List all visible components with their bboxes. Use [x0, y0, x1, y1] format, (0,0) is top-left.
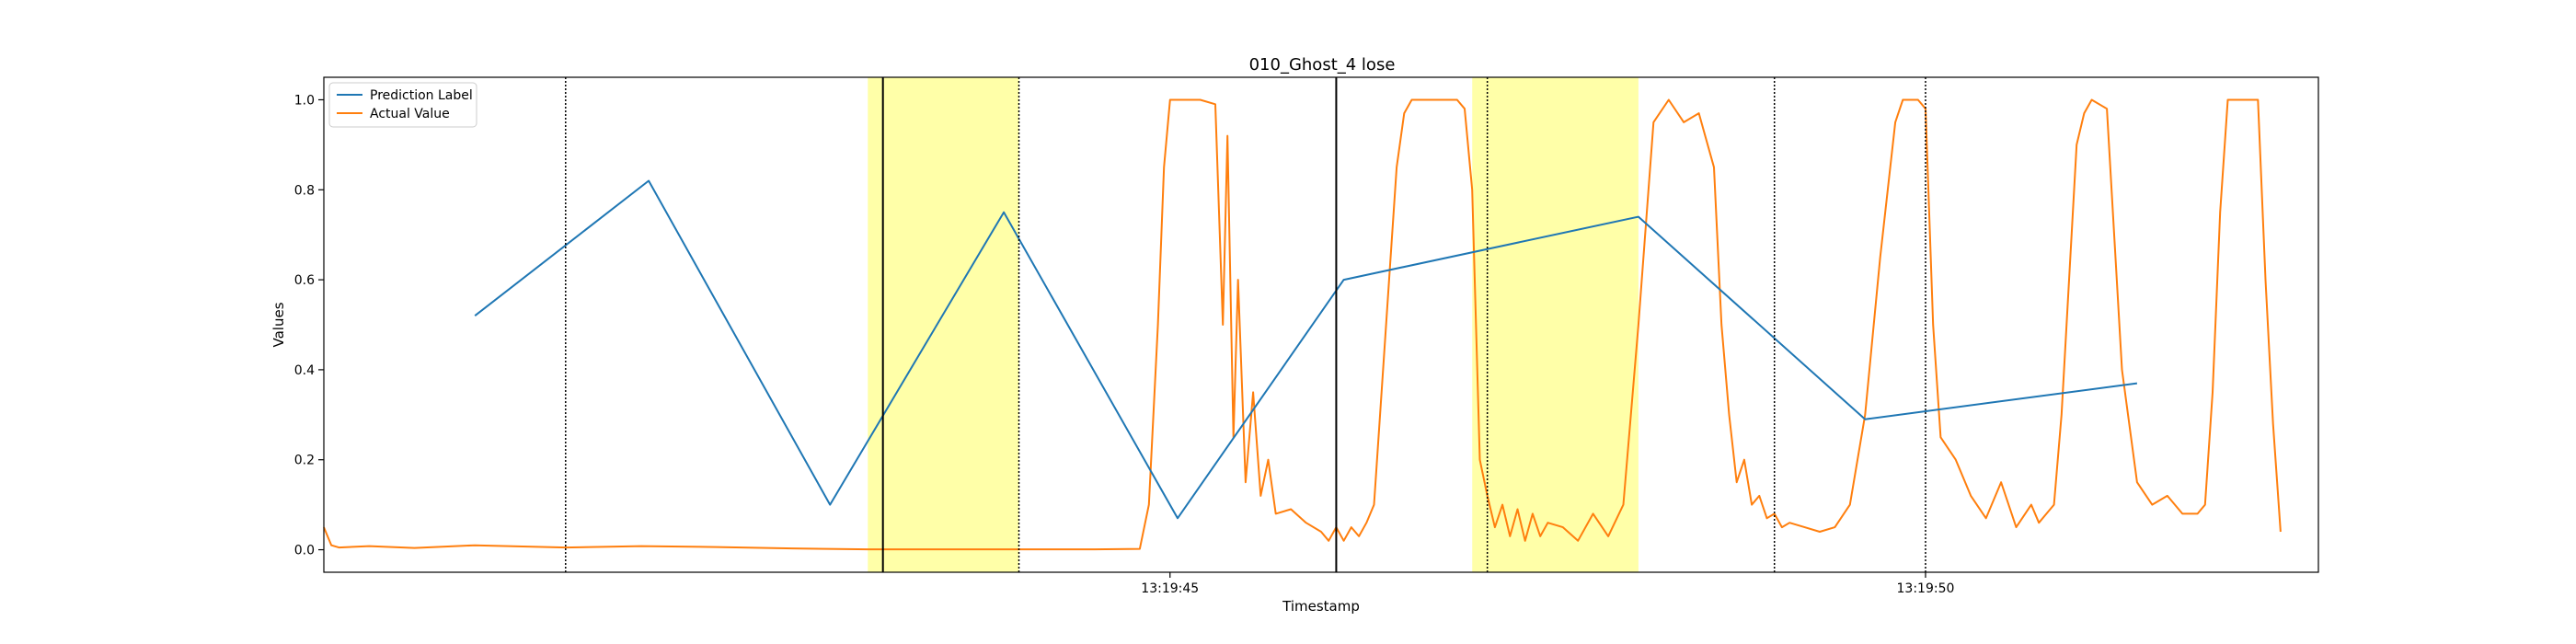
x-axis-label: Timestamp [1282, 598, 1360, 615]
legend: Prediction Label Actual Value [328, 82, 477, 128]
y-tick-label-5: 1.0 [294, 93, 315, 108]
chart-title: 010_Ghost_4 lose [1249, 55, 1396, 75]
series-line-0 [474, 179, 2138, 520]
legend-label-actual: Actual Value [370, 107, 450, 121]
shaded-regions [868, 77, 1639, 572]
x-tick-label-0: 13:19:45 [1141, 581, 1199, 596]
y-tick-label-2: 0.4 [294, 363, 315, 378]
y-tick-label-3: 0.6 [294, 273, 315, 288]
shaded-region-1 [1472, 77, 1639, 572]
y-tick-label-1: 0.2 [294, 454, 315, 468]
y-axis-ticks: 0.0 0.2 0.4 0.6 0.8 1.0 [294, 93, 324, 558]
vertical-markers [565, 77, 1926, 572]
y-tick-label-4: 0.8 [294, 183, 315, 198]
y-tick-label-0: 0.0 [294, 544, 315, 558]
plot-frame [323, 76, 2319, 573]
y-axis-label: Values [270, 302, 287, 347]
shaded-region-0 [868, 77, 1019, 572]
x-tick-label-1: 13:19:50 [1897, 581, 1955, 596]
legend-label-prediction: Prediction Label [370, 88, 473, 103]
x-axis-ticks: 13:19:45 13:19:50 [1141, 572, 1954, 596]
series-lines [323, 98, 2282, 551]
legend-box [328, 82, 477, 128]
